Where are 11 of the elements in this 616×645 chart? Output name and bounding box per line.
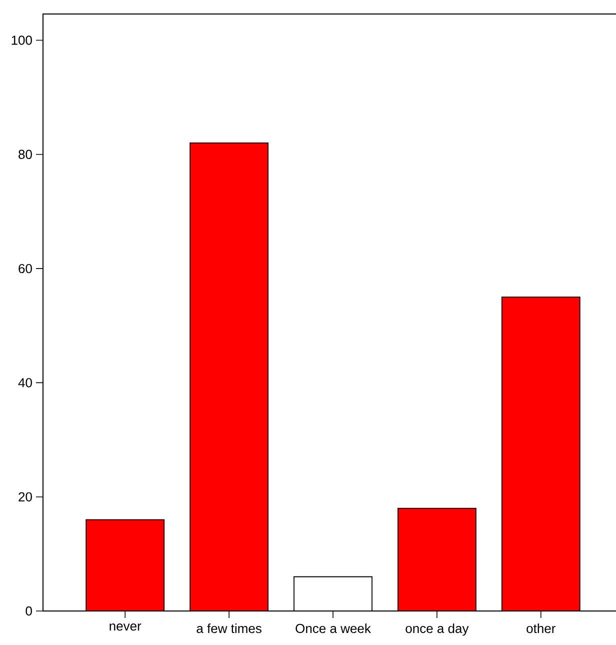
x-tick-label: other	[526, 624, 556, 634]
y-tick-label: 20	[18, 492, 32, 502]
y-tick-label: 100	[12, 36, 32, 45]
y-tick-label: 80	[18, 150, 32, 159]
y-tick-label: 40	[18, 378, 32, 388]
x-tick-label: a few times	[196, 624, 262, 634]
x-tick-label: never	[110, 624, 142, 631]
x-tick-label: Once a week	[296, 624, 371, 634]
y-tick-label: 60	[18, 264, 32, 274]
x-tick-label: once a day	[406, 624, 469, 636]
y-tick-label: 0	[26, 606, 32, 616]
